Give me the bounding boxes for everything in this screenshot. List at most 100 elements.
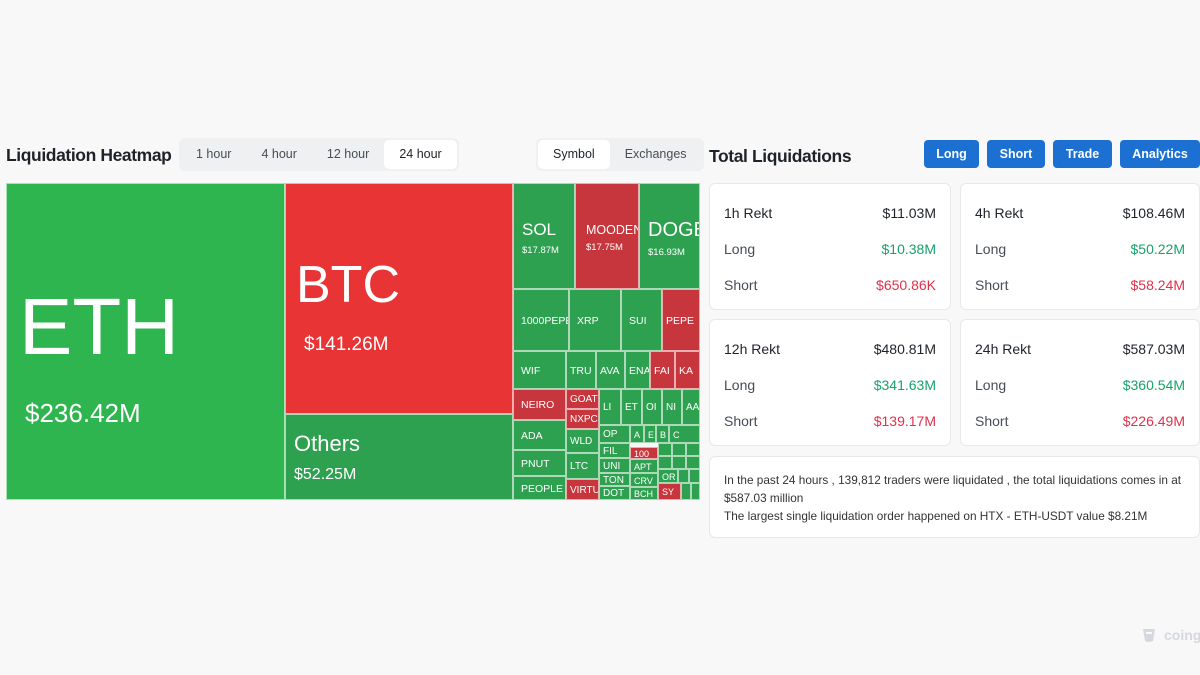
tab-1-hour[interactable]: 1 hour [196,147,232,161]
tab-symbol[interactable]: Symbol [538,140,610,169]
tile-apt[interactable]: APT [630,459,658,473]
tile-virtu[interactable]: VIRTU [566,479,599,500]
tile-moodeng[interactable]: MOODENG $17.75M [575,183,639,289]
trade-button[interactable]: Trade [1053,140,1112,168]
tile-symbol: TON [603,474,624,486]
tile-bch[interactable]: BCH [630,487,658,500]
tile-symbol: E [648,429,655,440]
tile-symbol: A [634,429,641,440]
tile-symbol: KA [679,364,694,377]
tile-uni[interactable]: UNI [599,458,630,473]
tab-exchanges[interactable]: Exchanges [624,147,687,161]
tile-minor[interactable] [658,443,672,456]
short-button[interactable]: Short [987,140,1045,168]
tile-symbol: PEOPLE [521,482,564,495]
tile-et[interactable]: ET [621,389,642,425]
card-total: $11.03M [882,205,936,221]
tile-dot[interactable]: DOT [599,486,630,500]
tile-crv[interactable]: CRV [630,473,658,487]
tile-ltc[interactable]: LTC [566,453,599,479]
tile-symbol: BTC [296,256,400,314]
tile-people[interactable]: PEOPLE [513,476,566,500]
tile-a[interactable]: A [630,425,644,443]
tile-ton[interactable]: TON [599,473,630,486]
tile-or[interactable]: OR [658,469,678,483]
mode-tabs: Symbol Exchanges [536,138,704,171]
card-title: 1h Rekt [724,205,773,221]
tab-4-hour[interactable]: 4 hour [261,147,297,161]
tile-fai[interactable]: FAI [650,351,675,389]
tile-100[interactable]: 100 [630,447,658,459]
tile-eth[interactable]: ETH $236.42M [6,183,285,500]
long-value: $360.54M [1122,377,1185,393]
tile-value: $17.75M [586,242,623,253]
tile-ava[interactable]: AVA [596,351,625,389]
tile-c[interactable]: C [669,425,700,443]
tile-symbol: WIF [521,364,541,377]
tile-symbol: XRP [577,314,599,327]
tile-wld[interactable]: WLD [566,429,599,453]
tile-btc[interactable]: BTC $141.26M [285,183,513,414]
tile-symbol: TRU [570,364,592,377]
tile-tru[interactable]: TRU [566,351,596,389]
tile-pepe[interactable]: PEPE [662,289,700,351]
card-total: $108.46M [1122,205,1185,221]
tile-pnut[interactable]: PNUT [513,450,566,476]
tile-symbol: 100 [634,448,650,459]
tab-12-hour[interactable]: 12 hour [326,147,370,161]
tile-1000pepe[interactable]: 1000PEPE [513,289,569,351]
tile-symbol: VIRTU [570,484,599,496]
tile-nxpc[interactable]: NXPC [566,409,599,429]
card-24h-rekt: 24h Rekt $587.03M Long $360.54M Short $2… [960,319,1200,446]
summary-line-1: In the past 24 hours , 139,812 traders w… [724,473,1182,505]
tile-sy[interactable]: SY [658,483,681,500]
tile-sui[interactable]: SUI [621,289,662,351]
tile-wif[interactable]: WIF [513,351,566,389]
tile-symbol: MOODENG [586,223,638,237]
tab-24-hour[interactable]: 24 hour [384,140,457,169]
long-value: $10.38M [881,241,936,257]
tile-xrp[interactable]: XRP [569,289,621,351]
tile-e[interactable]: E [644,425,656,443]
tile-minor[interactable] [686,456,700,469]
tile-symbol: OP [603,429,618,440]
tile-neiro[interactable]: NEIRO [513,389,566,420]
tile-symbol: OI [646,402,657,413]
tile-aa[interactable]: AA [682,389,700,425]
tile-fil[interactable]: FIL [599,443,630,458]
tile-minor[interactable] [672,456,686,469]
tile-ada[interactable]: ADA [513,420,566,450]
card-total: $587.03M [1122,341,1185,357]
tile-minor[interactable] [681,483,691,500]
tile-op[interactable]: OP [599,425,630,443]
tile-symbol: NXPC [570,414,598,425]
watermark-logo: coingl [1140,626,1200,644]
tile-minor[interactable] [678,469,689,483]
tile-minor[interactable] [689,469,700,483]
tile-doge[interactable]: DOGE $16.93M [639,183,700,289]
tile-li[interactable]: LI [599,389,621,425]
tile-minor[interactable] [691,483,700,500]
tile-minor[interactable] [658,456,672,469]
action-buttons: Long Short Trade Analytics [924,140,1200,168]
tile-value: $236.42M [25,398,141,428]
analytics-button[interactable]: Analytics [1120,140,1200,168]
tile-ni[interactable]: NI [662,389,682,425]
long-button[interactable]: Long [924,140,979,168]
tile-minor[interactable] [672,443,686,456]
tile-goat[interactable]: GOAT [566,389,599,409]
tile-others[interactable]: Others $52.25M [285,414,513,500]
tile-symbol: AA [686,402,700,413]
tile-symbol: NEIRO [521,399,555,412]
long-label: Long [975,377,1007,393]
card-title: 4h Rekt [975,205,1024,221]
tile-oi[interactable]: OI [642,389,662,425]
tile-ka[interactable]: KA [675,351,700,389]
tile-symbol: C [673,429,680,440]
tile-sol[interactable]: SOL $17.87M [513,183,575,289]
tile-symbol: BCH [634,489,654,499]
tile-symbol: SUI [629,314,647,327]
tile-ena[interactable]: ENA [625,351,650,389]
tile-minor[interactable] [686,443,700,456]
tile-b[interactable]: B [656,425,669,443]
